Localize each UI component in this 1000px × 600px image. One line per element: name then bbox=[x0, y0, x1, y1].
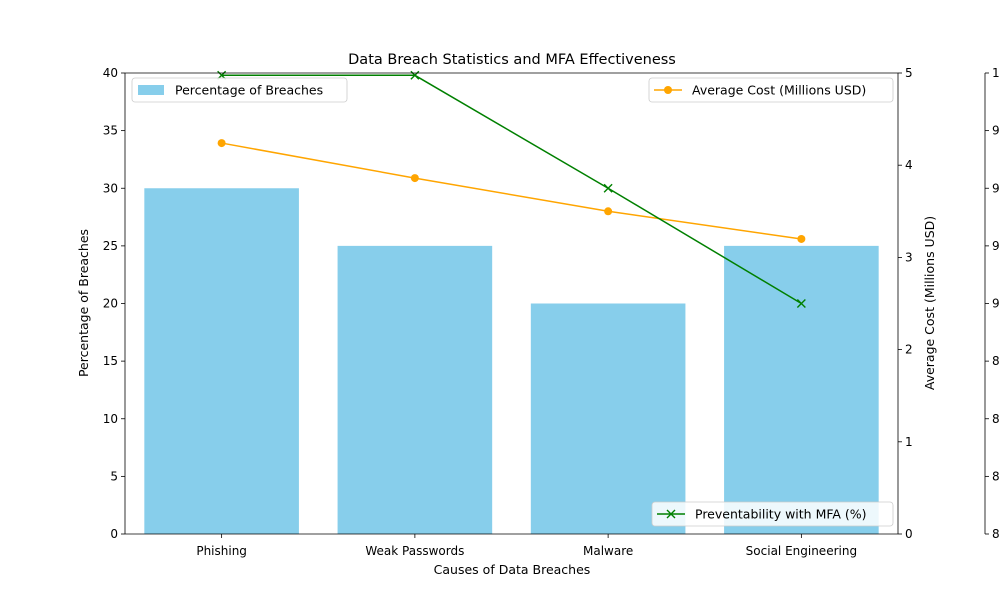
y2-tick-label: 0 bbox=[905, 527, 913, 541]
line-layer bbox=[217, 70, 806, 308]
legend-marker bbox=[666, 509, 676, 519]
legend-label: Average Cost (Millions USD) bbox=[692, 83, 866, 98]
legend-swatch bbox=[138, 85, 164, 95]
y2-tick-label: 4 bbox=[905, 158, 913, 172]
legend-box bbox=[651, 501, 894, 527]
legend: Percentage of Breaches bbox=[131, 77, 348, 103]
series-line bbox=[221, 142, 802, 240]
legend-box bbox=[131, 77, 348, 103]
y2-tick-label: 5 bbox=[905, 66, 913, 80]
y2-tick-label: 1 bbox=[905, 435, 913, 449]
legend-marker bbox=[664, 86, 672, 94]
y3-tick-label: 8 bbox=[992, 412, 1000, 426]
bar-layer bbox=[144, 188, 879, 534]
bar bbox=[724, 245, 879, 534]
y-tick-label: 20 bbox=[103, 297, 118, 311]
y-tick-label: 35 bbox=[103, 124, 118, 138]
y-tick-label: 30 bbox=[103, 181, 118, 195]
y3-tick-label: 8 bbox=[992, 354, 1000, 368]
x-tick-label: Weak Passwords bbox=[365, 544, 464, 558]
y-tick-label: 40 bbox=[103, 66, 118, 80]
y3-tick-label: 9 bbox=[992, 239, 1000, 253]
y-tick-label: 10 bbox=[103, 412, 118, 426]
y3-tick-label: 1 bbox=[992, 66, 1000, 80]
axes: 0 5 10 15 20 25 30 35 40 0 1 2 3 4 5 8 8 8 8 9 9 9 9 1 Phishing W… bbox=[103, 66, 1000, 558]
data-point bbox=[797, 234, 806, 243]
bar bbox=[530, 303, 686, 534]
y3-tick-label: 9 bbox=[992, 297, 1000, 311]
bar bbox=[144, 188, 299, 534]
y-tick-label: 0 bbox=[110, 527, 118, 541]
data-point bbox=[796, 299, 806, 308]
y3-tick-label: 8 bbox=[992, 469, 1000, 483]
chart-title: Data Breach Statistics and MFA Effective… bbox=[348, 52, 676, 68]
x-tick-label: Social Engineering bbox=[746, 544, 857, 558]
y2-tick-label: 2 bbox=[905, 343, 913, 357]
legend: Preventability with MFA (%) bbox=[651, 501, 894, 527]
x-tick-label: Phishing bbox=[196, 544, 247, 558]
y2-axis-label: Average Cost (Millions USD) bbox=[922, 216, 937, 390]
x-axis-label: Causes of Data Breaches bbox=[434, 562, 591, 577]
y3-tick-label: 8 bbox=[992, 527, 1000, 541]
legend: Average Cost (Millions USD) bbox=[648, 77, 894, 103]
data-point bbox=[604, 207, 613, 216]
y-tick-label: 25 bbox=[103, 239, 118, 253]
y3-tick-label: 9 bbox=[992, 124, 1000, 138]
data-point bbox=[410, 174, 419, 183]
series-line bbox=[221, 74, 802, 305]
y-tick-label: 15 bbox=[103, 354, 118, 368]
legend-box bbox=[648, 77, 894, 103]
y3-tick-label: 9 bbox=[992, 181, 1000, 195]
bar bbox=[337, 245, 493, 534]
legend-label: Preventability with MFA (%) bbox=[695, 507, 867, 522]
y-axis-label: Percentage of Breaches bbox=[76, 229, 91, 377]
y2-tick-label: 3 bbox=[905, 250, 913, 264]
x-tick-label: Malware bbox=[583, 544, 633, 558]
y-tick-label: 5 bbox=[110, 469, 118, 483]
data-point bbox=[217, 139, 226, 148]
data-point bbox=[603, 183, 613, 193]
legends: Percentage of Breaches Average Cost (Mill… bbox=[131, 77, 894, 527]
legend-label: Percentage of Breaches bbox=[175, 83, 323, 98]
